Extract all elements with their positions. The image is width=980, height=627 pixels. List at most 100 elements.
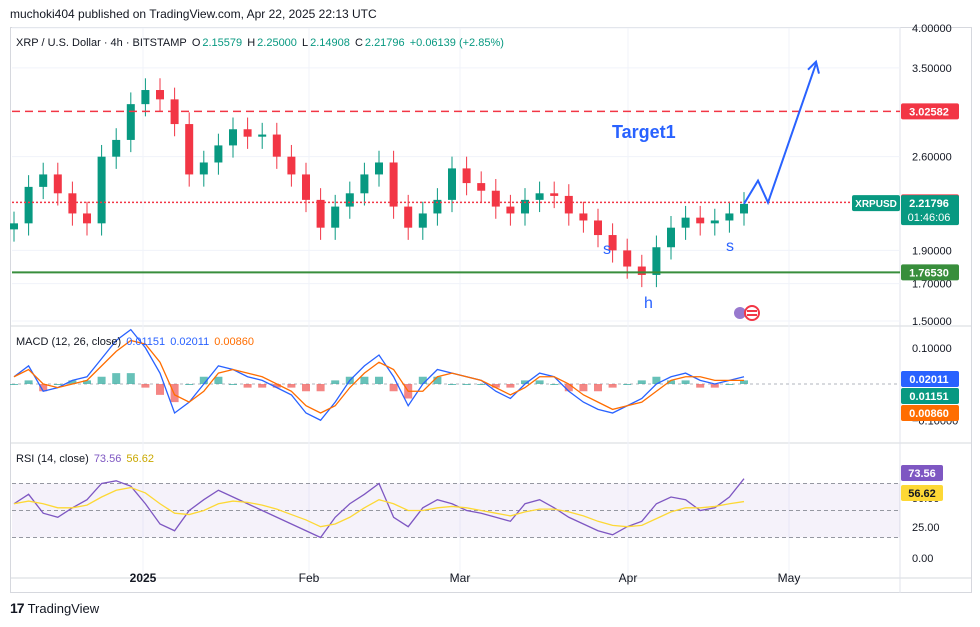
close-value: 2.21796 [364, 37, 405, 49]
macd-legend-value-2: 0.02011 [170, 336, 210, 348]
macd-histogram-bar [199, 376, 208, 384]
tradingview-logo-icon: 17 [10, 600, 25, 616]
macd-histogram-bar [579, 384, 588, 392]
candle-body [53, 174, 62, 194]
candle-body [652, 247, 661, 275]
candle-body [623, 250, 632, 267]
macd-histogram-bar [214, 376, 223, 384]
rsi-tick-label: 0.00 [912, 553, 933, 565]
macd-histogram-bar [229, 384, 237, 385]
low-label: L [301, 37, 309, 49]
price-tick-label: 3.50000 [912, 63, 952, 75]
price-level-tag-label: 1.76530 [909, 267, 949, 279]
macd-histogram-bar [652, 376, 661, 384]
macd-legend[interactable]: MACD (12, 26, close) 0.01151 0.02011 0.0… [16, 336, 256, 348]
candle-body [710, 220, 719, 224]
rsi-pane [12, 478, 900, 539]
price-level-tag-label: 3.02582 [909, 106, 949, 118]
price-pane [10, 59, 900, 288]
candle-body [316, 199, 325, 228]
macd-value-tag [901, 388, 959, 404]
price-level-tag [901, 103, 959, 120]
last-price-value: 2.21796 [909, 198, 949, 210]
candle-body [740, 203, 748, 214]
macd-histogram-bar [594, 384, 602, 392]
candle-body [433, 199, 442, 214]
macd-pane [10, 328, 900, 422]
candle-body [667, 227, 675, 248]
rsi-tick-label: 25.00 [912, 522, 940, 534]
rsi-legend[interactable]: RSI (14, close) 73.56 56.62 [16, 453, 156, 465]
price-tick-label: 1.90000 [912, 245, 952, 257]
macd-histogram-bar [696, 384, 705, 388]
candle-body [229, 129, 237, 146]
rsi-value-tag [901, 485, 943, 501]
macd-histogram-bar [375, 376, 383, 384]
candle-body [579, 213, 588, 221]
macd-histogram-bar [740, 380, 748, 384]
macd-histogram-bar [535, 380, 544, 384]
macd-histogram-bar [608, 384, 617, 388]
candle-body [199, 162, 208, 175]
candle-body [10, 223, 18, 230]
close-label: C [354, 37, 363, 49]
price-tick-label: 1.50000 [912, 316, 952, 328]
candle-body [594, 220, 602, 236]
candle-body [389, 162, 398, 207]
rsi-title: RSI (14, close) [16, 453, 89, 465]
macd-histogram-bar [433, 376, 442, 384]
macd-histogram-bar [448, 384, 456, 385]
high-label: H [247, 37, 256, 49]
macd-histogram-bar [564, 384, 573, 392]
macd-histogram-bar [10, 384, 18, 385]
event-flags-icon[interactable] [732, 303, 760, 321]
macd-histogram-bar [272, 384, 281, 388]
macd-title: MACD (12, 26, close) [16, 336, 122, 348]
macd-histogram-bar [287, 384, 296, 388]
x-tick-label: Feb [299, 571, 320, 585]
macd-histogram-bar [491, 384, 500, 388]
candle-body [141, 90, 150, 105]
macd-line [13, 328, 745, 422]
macd-histogram-bar [506, 384, 515, 388]
candle-body [214, 145, 223, 163]
candle-body [404, 206, 413, 228]
price-tick-label: 2.60000 [912, 152, 952, 164]
macd-histogram-bar [316, 384, 325, 392]
candle-body [375, 162, 383, 175]
x-tick-label: Apr [619, 571, 638, 585]
macd-histogram-bar [302, 384, 310, 392]
macd-value-tag [901, 405, 959, 421]
candle-body [83, 213, 91, 224]
candle-body [521, 199, 529, 214]
candle-body [97, 156, 106, 224]
price-tick-label: 4.00000 [912, 23, 952, 35]
macd-histogram-bar [39, 384, 48, 392]
macd-value-tag-label: 0.02011 [909, 374, 948, 386]
symbol-legend[interactable]: XRP / U.S. Dollar · 4h · BITSTAMP O 2.155… [16, 37, 506, 49]
footer[interactable]: 17 TradingView [10, 600, 99, 616]
macd-histogram-bar [53, 384, 62, 385]
macd-value-tag [901, 371, 959, 387]
candle-body [345, 193, 354, 207]
candle-body [506, 206, 515, 214]
head-annotation: h [644, 295, 653, 312]
candle-body [681, 217, 690, 228]
rsi-ma-line [13, 486, 745, 528]
axis-labels: 2025 Feb Mar Apr May 1.50000 1.70000 1.90000 2.6… [130, 23, 959, 585]
rsi-value-tag [901, 465, 943, 481]
macd-histogram-bar [389, 384, 398, 392]
candle-body [24, 186, 33, 224]
macd-value-tag-label: 0.01151 [909, 391, 948, 403]
footer-brand: TradingView [27, 600, 100, 616]
candle-body [448, 168, 456, 200]
macd-histogram-bar [360, 376, 369, 384]
open-label: O [191, 37, 201, 49]
macd-value-tag-label: 0.00860 [909, 408, 949, 420]
candle-body [156, 90, 164, 100]
rsi-value-tag-label: 73.56 [908, 468, 936, 480]
last-price-countdown: 01:46:06 [908, 212, 951, 224]
projection-arrow [743, 63, 817, 206]
macd-histogram-bar [725, 384, 734, 385]
